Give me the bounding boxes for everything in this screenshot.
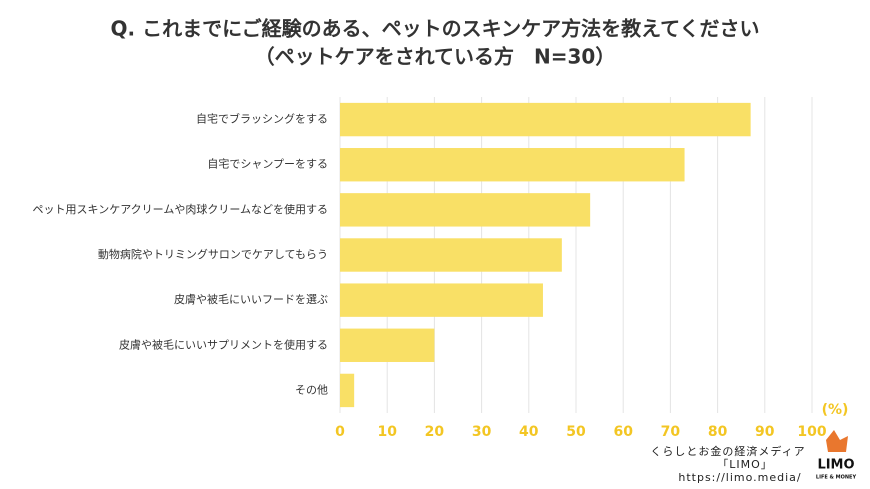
x-tick-label: 80 [708,424,728,440]
chart-title: Q. これまでにご経験のある、ペットのスキンケア方法を教えてください [111,17,760,41]
x-tick-label: 50 [566,424,586,440]
x-tick-label: 20 [425,424,445,440]
x-tick-label: 0 [335,424,345,440]
bar [340,328,435,362]
x-tick-label: 100 [797,424,826,440]
footer-line: 「LIMO」 [717,458,773,471]
y-tick-label: ペット用スキンケアクリームや肉球クリームなどを使用する [33,202,328,216]
footer-line: くらしとお金の経済メディア [650,444,805,458]
x-tick-label: 70 [661,424,681,440]
bar [340,148,685,182]
logo: LIMO [817,458,854,473]
y-tick-label: 自宅でブラッシングをする [196,112,328,126]
x-tick-label: 40 [519,424,539,440]
bar [340,238,562,272]
bar [340,193,591,227]
y-tick-label: 自宅でシャンプーをする [207,157,328,171]
footer-line: https://limo.media/ [678,471,801,484]
logo-icon [826,430,848,452]
y-tick-label: 皮膚や被毛にいいサプリメントを使用する [119,337,328,351]
x-tick-label: 90 [755,424,775,440]
x-tick-label: 10 [377,424,397,440]
y-tick-label: 皮膚や被毛にいいフードを選ぶ [174,292,328,306]
bar [340,283,543,317]
x-tick-label: 30 [472,424,492,440]
x-unit: (%) [822,402,849,418]
y-tick-label: 動物病院やトリミングサロンでケアしてもらう [98,247,328,261]
x-tick-label: 60 [613,424,633,440]
bar [340,102,751,137]
chart-subtitle: （ペットケアをされている方 N=30） [255,45,616,69]
bar [340,373,355,408]
y-tick-label: その他 [295,383,328,396]
logo-sub: LIFE & MONEY [816,475,857,481]
